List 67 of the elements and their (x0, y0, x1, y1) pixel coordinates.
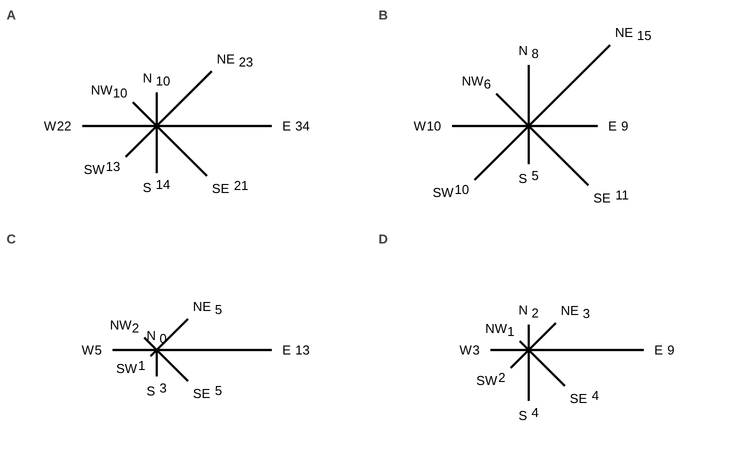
data-label: 23 (238, 54, 254, 70)
data-label: 9 (667, 342, 674, 358)
data-label: 13 (295, 342, 310, 358)
data-label: 14 (156, 177, 170, 192)
category-label: N (518, 302, 528, 318)
data-label: 5 (531, 168, 539, 184)
data-label: 10 (426, 118, 442, 134)
category-label: NW (110, 318, 132, 333)
category-label: SE (212, 180, 230, 196)
category-label: W (460, 342, 473, 358)
category-label: SE (570, 390, 588, 406)
data-label: 3 (582, 306, 590, 322)
category-label: N (518, 43, 528, 58)
data-label: 2 (132, 320, 140, 336)
category-label: SW (116, 361, 138, 376)
category-label: NE (192, 298, 212, 314)
data-label: 15 (637, 28, 652, 44)
data-label: 5 (214, 302, 222, 317)
data-label: 10 (156, 73, 170, 88)
category-label: NE (615, 25, 634, 40)
data-label: 13 (106, 158, 120, 174)
category-label: W (44, 118, 57, 134)
data-label: 8 (531, 46, 539, 62)
data-label: 1 (507, 324, 515, 340)
category-label: SE (192, 386, 211, 402)
text: D (378, 232, 388, 246)
category-label: NW (90, 82, 114, 98)
category-label: W (414, 118, 427, 134)
category-label: SW (432, 184, 454, 200)
data-label: 21 (234, 178, 248, 193)
category-label: SE (593, 190, 611, 206)
data-label: 4 (531, 404, 539, 420)
category-label: NE (216, 51, 236, 66)
text: C (6, 232, 16, 246)
data-label: 5 (94, 342, 102, 358)
category-label: E (654, 342, 664, 358)
category-label: SW (84, 162, 106, 177)
category-label: W (82, 342, 95, 358)
category-label: S (142, 180, 152, 196)
category-label: N (142, 70, 152, 86)
category-label: NW (462, 74, 484, 89)
data-label: 3 (472, 342, 480, 358)
category-label: N (146, 328, 156, 344)
category-label: SW (476, 372, 498, 388)
data-label: 34 (295, 118, 310, 134)
data-label: 2 (531, 306, 539, 321)
data-label: 11 (615, 187, 629, 202)
category-label: NW (485, 321, 508, 336)
text: B (378, 8, 388, 22)
category-label: NE (560, 303, 580, 318)
data-label: 9 (621, 118, 628, 134)
category-label: S (518, 171, 528, 186)
data-label: 5 (214, 383, 222, 398)
category-label: S (146, 383, 156, 398)
data-label: 3 (159, 380, 167, 396)
data-label: 6 (484, 76, 492, 92)
text: A (6, 8, 16, 22)
data-label: 10 (112, 85, 128, 100)
data-label: 10 (454, 182, 470, 197)
data-label: 22 (56, 118, 72, 134)
data-label: 4 (592, 388, 600, 403)
data-label: 2 (498, 370, 506, 385)
category-label: S (518, 408, 528, 423)
data-label: 1 (138, 358, 146, 374)
category-label: E (608, 118, 618, 134)
category-label: E (282, 118, 292, 134)
category-label: E (282, 342, 292, 358)
